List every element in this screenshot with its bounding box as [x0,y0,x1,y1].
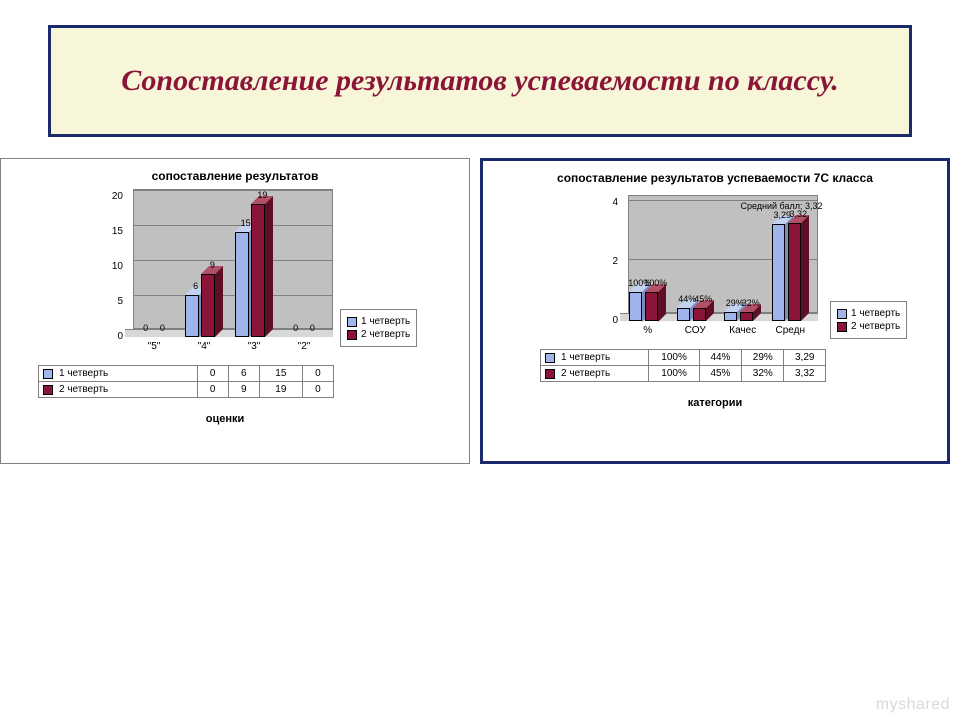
table-row-header: 2 четверть [541,366,649,382]
table-cell: 15 [259,366,302,382]
gridline [134,225,332,226]
page-title-box: Сопоставление результатов успеваемости п… [48,25,912,137]
table-cell: 29% [742,350,784,366]
bar-value-label: 0 [160,323,165,333]
legend-item: 2 четверть [837,321,900,332]
bar-value-label: 0 [310,323,315,333]
bar-value-label: 3,29 [774,210,792,220]
x-tick-label: % [624,325,672,336]
table-cell: 45% [699,366,741,382]
plot-floor [125,329,333,337]
legend-item: 1 четверть [837,308,900,319]
legend-label: 2 четверть [851,321,900,332]
legend-label: 1 четверть [361,316,410,327]
x-axis-label: категории [620,397,810,409]
gridline [134,295,332,296]
table-row: 2 четверть100%45%32%3,32 [541,366,826,382]
table-cell: 0 [302,366,333,382]
legend-label: 1 четверть [851,308,900,319]
bar-value-label: 32% [742,298,760,308]
table-row: 1 четверть06150 [39,366,334,382]
bar-value-label: 6 [193,281,198,291]
chart-legend: 1 четверть 2 четверть [830,301,907,339]
x-tick-label: "3" [229,341,279,352]
legend-swatch-icon [347,317,357,327]
plot-back-wall [133,189,333,329]
legend-swatch-icon [837,322,847,332]
y-tick-label: 5 [99,296,123,307]
legend-swatch-icon [837,309,847,319]
gridline [134,190,332,191]
table-swatch-icon [545,369,555,379]
table-row-header: 2 четверть [39,382,198,398]
table-cell: 44% [699,350,741,366]
table-cell: 100% [649,366,699,382]
bar-value-label: 0 [143,323,148,333]
bar-value-label: 45% [694,294,712,304]
y-tick-label: 2 [594,256,618,267]
y-tick-label: 4 [594,197,618,208]
watermark: myshared [876,696,950,714]
x-tick-label: "4" [179,341,229,352]
table-cell: 3,32 [784,366,826,382]
x-tick-label: Качес [719,325,767,336]
legend-swatch-icon [347,330,357,340]
chart-left-body: 0510152000"5"69"4"1519"3"00"2"1 четверть… [10,189,460,459]
x-tick-label: "5" [129,341,179,352]
bar-value-label: 19 [257,190,267,200]
x-tick-label: Средн [767,325,815,336]
gridline [134,260,332,261]
table-swatch-icon [43,385,53,395]
x-tick-label: "2" [279,341,329,352]
table-row-header: 1 четверть [39,366,198,382]
y-tick-label: 0 [99,331,123,342]
y-tick-label: 20 [99,191,123,202]
y-tick-label: 15 [99,226,123,237]
table-cell: 100% [649,350,699,366]
callout-label: Средний балл; 3,32 [740,201,822,211]
x-axis-label: оценки [125,413,325,425]
bar-value-label: 15 [241,218,251,228]
bar-value-label: 100% [644,278,667,288]
legend-item: 2 четверть [347,329,410,340]
table-row: 1 четверть100%44%29%3,29 [541,350,826,366]
chart-left-frame: сопоставление результатов 0510152000"5"6… [0,158,470,464]
legend-label: 2 четверть [361,329,410,340]
chart-legend: 1 четверть 2 четверть [340,309,417,347]
table-cell: 19 [259,382,302,398]
table-cell: 9 [228,382,259,398]
table-cell: 32% [742,366,784,382]
table-cell: 0 [197,382,228,398]
table-cell: 0 [302,382,333,398]
table-swatch-icon [545,353,555,363]
table-cell: 6 [228,366,259,382]
chart-data-table: 1 четверть061502 четверть09190 [38,365,334,398]
y-tick-label: 10 [99,261,123,272]
chart-right-frame: сопоставление результатов успеваемости 7… [480,158,950,464]
chart-right-body: 024100%100%%44%45%СОУ29%32%Качес3,293,32… [490,191,940,447]
chart-left-title: сопоставление результатов [1,169,469,183]
chart-data-table: 1 четверть100%44%29%3,292 четверть100%45… [540,349,826,382]
table-row: 2 четверть09190 [39,382,334,398]
bar-value-label: 9 [210,260,215,270]
table-cell: 3,29 [784,350,826,366]
bar-value-label: 0 [293,323,298,333]
table-cell: 0 [197,366,228,382]
chart-right-title: сопоставление результатов успеваемости 7… [483,171,947,185]
legend-item: 1 четверть [347,316,410,327]
y-tick-label: 0 [594,315,618,326]
page-title: Сопоставление результатов успеваемости п… [121,61,839,102]
table-row-header: 1 четверть [541,350,649,366]
x-tick-label: СОУ [672,325,720,336]
table-swatch-icon [43,369,53,379]
